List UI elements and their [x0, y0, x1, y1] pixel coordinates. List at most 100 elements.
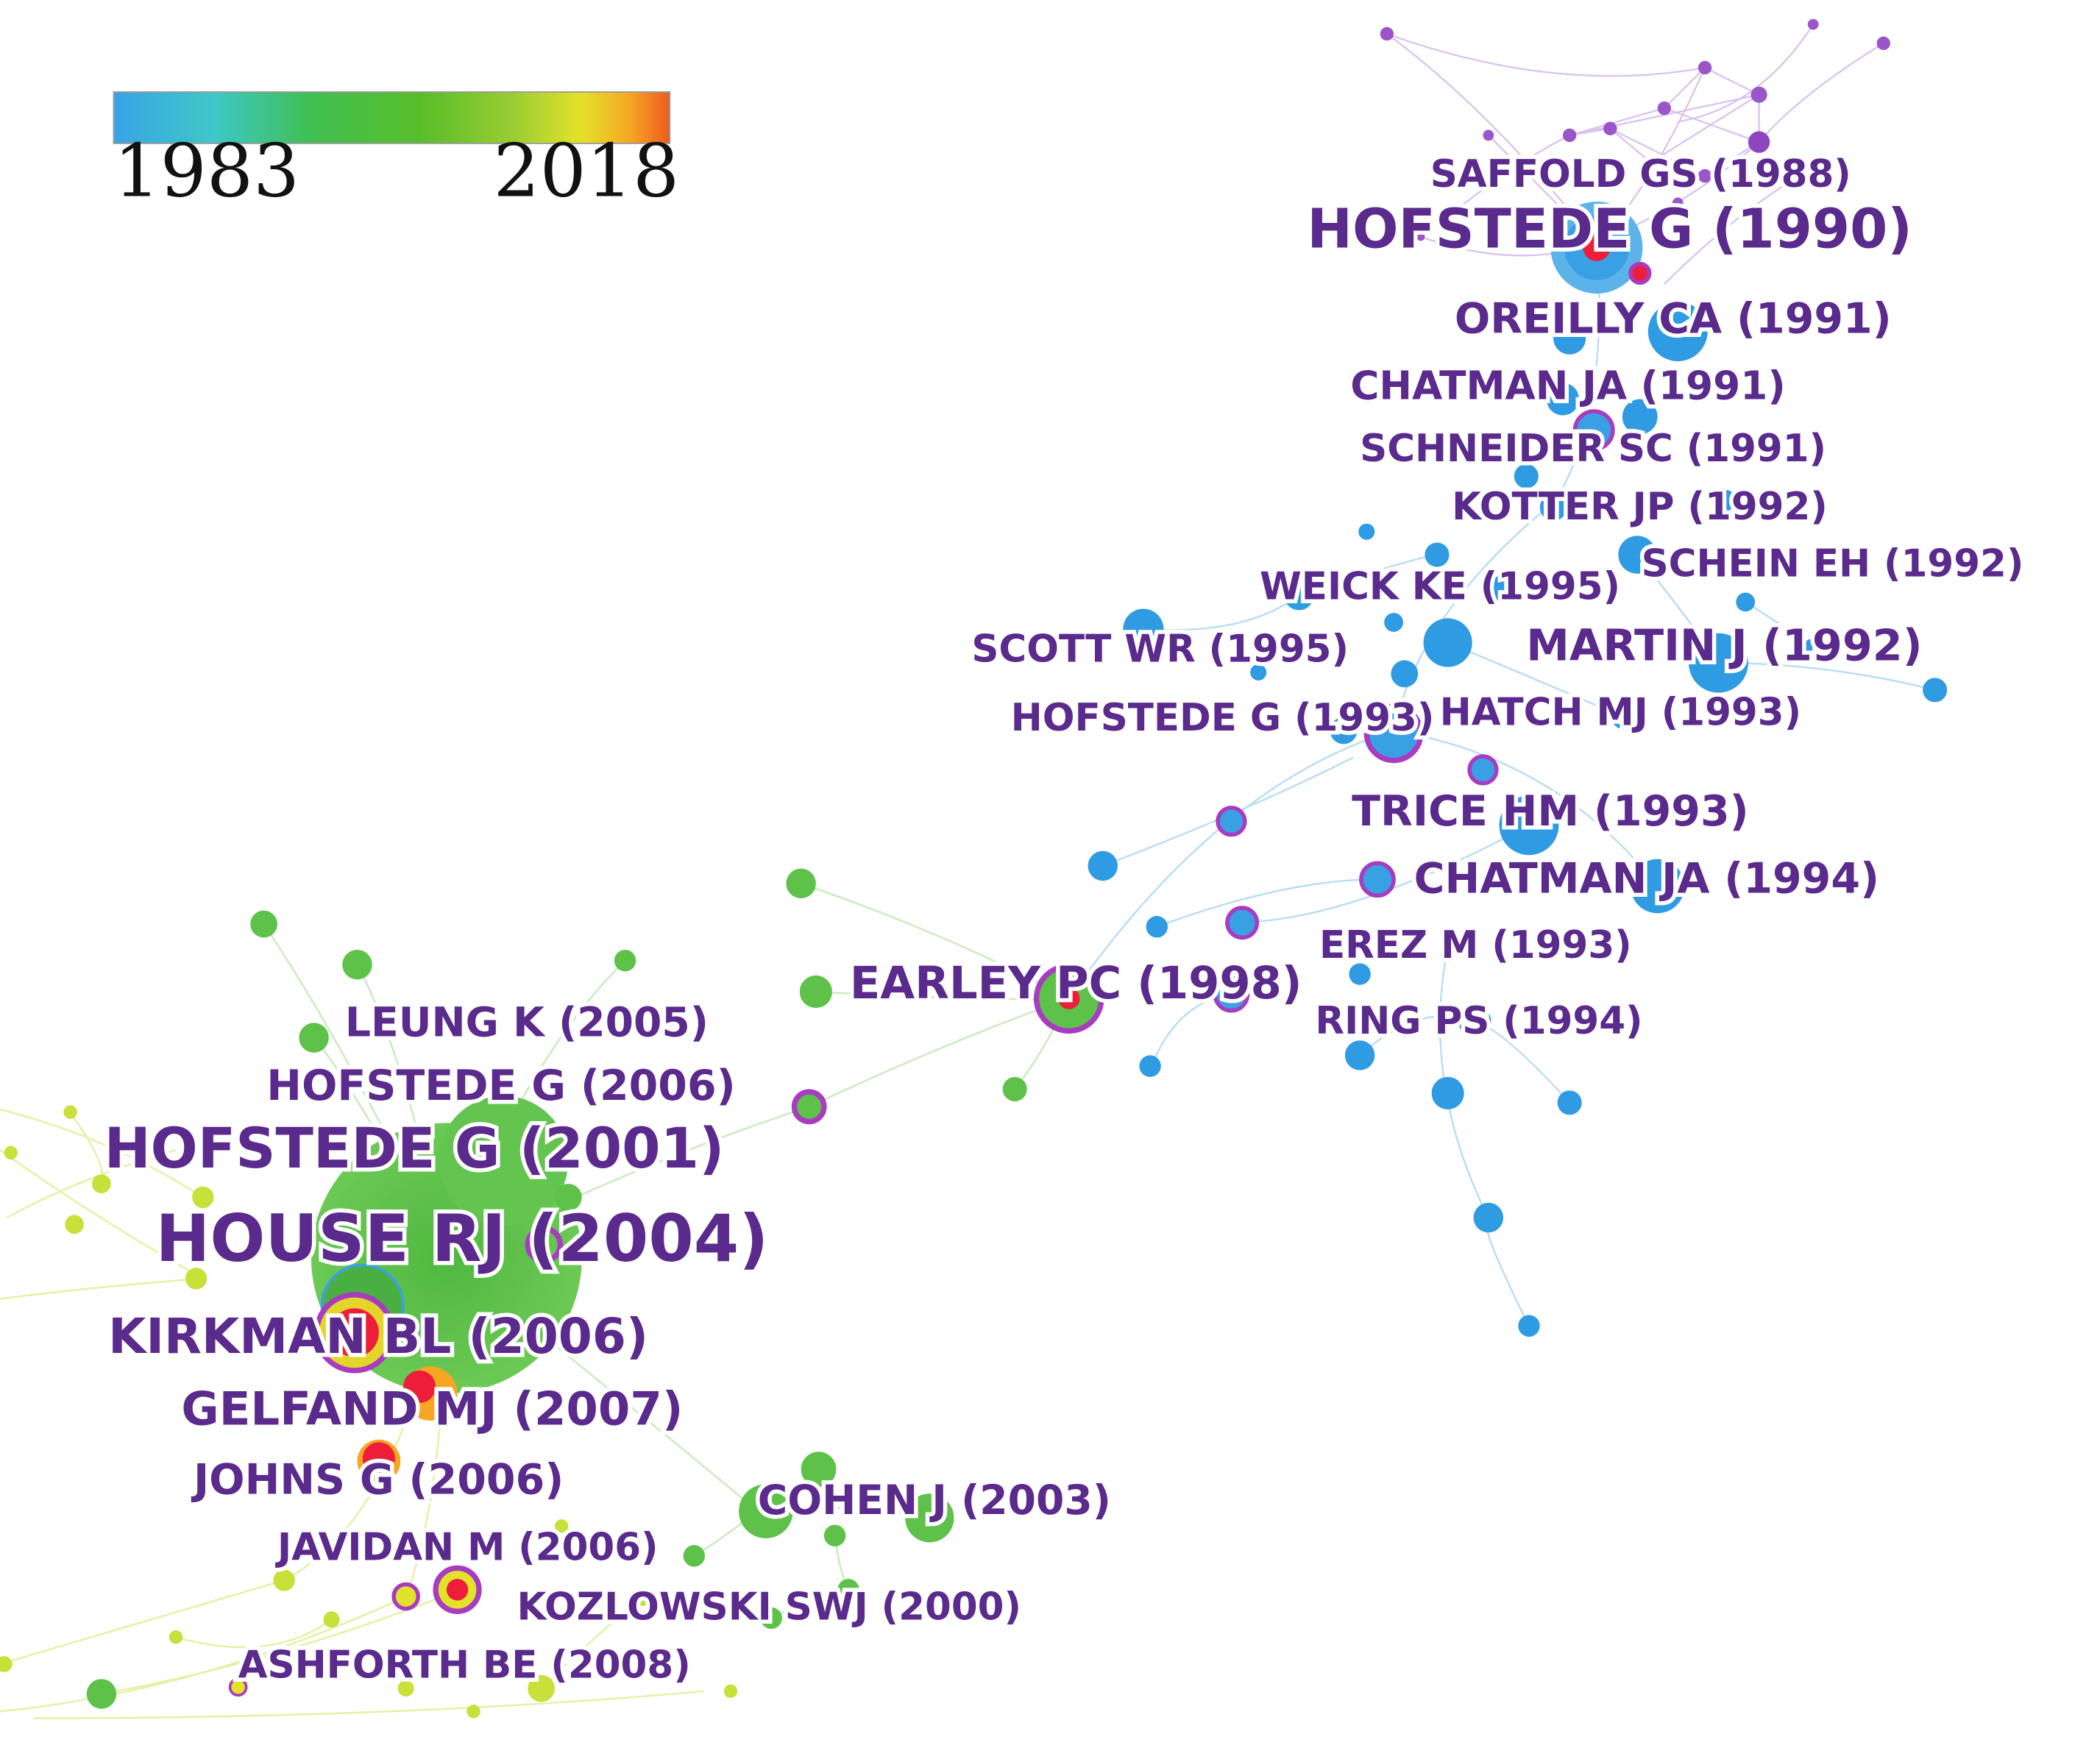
network-node[interactable] [1698, 60, 1712, 75]
label-hofstede-1993[interactable]: HOFSTEDE G (1993) [1007, 692, 1439, 745]
label-kotter-1992[interactable]: KOTTER JP (1992) [1448, 481, 1832, 533]
label-ring-1994[interactable]: RING PS (1994) [1311, 995, 1647, 1047]
network-node[interactable] [1714, 489, 1737, 512]
network-node[interactable] [1750, 86, 1767, 103]
network-node[interactable] [185, 1268, 207, 1290]
label-scott-1995[interactable]: SCOTT WR (1995) [968, 623, 1353, 675]
network-node[interactable] [1363, 703, 1424, 764]
label-javidan-2006[interactable]: JAVIDAN M (2006) [271, 1521, 662, 1574]
network-node[interactable] [391, 1582, 420, 1611]
network-node[interactable] [1807, 18, 1819, 30]
network-node[interactable] [1330, 717, 1358, 745]
network-node[interactable] [299, 1023, 329, 1053]
network-node[interactable] [633, 1587, 653, 1606]
network-node[interactable] [1698, 168, 1712, 183]
network-node[interactable] [446, 1579, 469, 1601]
network-node[interactable] [1546, 383, 1580, 416]
network-node[interactable] [799, 975, 832, 1009]
label-kozlowski-2000[interactable]: KOZLOWSKI SWJ (2000) [513, 1581, 1026, 1633]
network-node[interactable] [905, 1493, 954, 1543]
label-martin-1992[interactable]: MARTIN J (1992) [1522, 616, 1926, 675]
network-node[interactable] [1442, 210, 1453, 222]
network-node[interactable] [1467, 754, 1499, 786]
network-node[interactable] [1483, 129, 1494, 141]
network-node[interactable] [823, 1524, 846, 1546]
network-node[interactable] [250, 910, 277, 938]
network-node[interactable] [1216, 806, 1247, 837]
network-node[interactable] [1518, 1315, 1540, 1337]
network-node[interactable] [1603, 121, 1617, 135]
network-node[interactable] [801, 1452, 837, 1488]
network-node[interactable] [760, 1607, 782, 1630]
label-ashforth-2008[interactable]: ASHFORTH BE (2008) [234, 1639, 695, 1691]
label-hatch-1993[interactable]: HATCH MJ (1993) [1436, 686, 1806, 739]
network-node[interactable] [1583, 234, 1611, 261]
network-node[interactable] [1425, 542, 1450, 567]
network-node[interactable] [1657, 101, 1672, 116]
network-node[interactable] [1622, 399, 1658, 435]
network-node[interactable] [1514, 463, 1539, 488]
network-node[interactable] [323, 1611, 340, 1628]
network-node[interactable] [554, 1519, 569, 1533]
network-node[interactable] [1359, 861, 1396, 898]
network-node[interactable] [1923, 678, 1948, 703]
label-gelfand-2007[interactable]: GELFAND MJ (2007) [177, 1378, 687, 1440]
network-node[interactable] [1284, 580, 1314, 611]
label-johns-2006[interactable]: JOHNS G (2006) [186, 1452, 567, 1508]
network-node[interactable] [1611, 705, 1636, 730]
network-node[interactable] [1391, 660, 1419, 688]
label-hofstede-2006[interactable]: HOFSTEDE G (2006) [263, 1058, 739, 1115]
network-node[interactable] [192, 1186, 214, 1209]
network-node[interactable] [228, 1677, 248, 1697]
label-earley-1998[interactable]: EARLEY PC (1998) [845, 954, 1306, 1014]
label-chatman-1991[interactable]: CHATMAN JA (1991) [1347, 359, 1790, 413]
network-node[interactable] [614, 949, 636, 972]
network-node[interactable] [723, 1684, 738, 1698]
network-node[interactable] [1736, 592, 1756, 612]
label-hofstede-1990[interactable]: HOFSTEDE G (1990) [1303, 194, 1916, 265]
network-node[interactable] [438, 1095, 569, 1226]
network-node[interactable] [362, 1442, 395, 1475]
network-node[interactable] [1876, 36, 1890, 51]
label-leung-2005[interactable]: LEUNG K (2005) [341, 995, 712, 1051]
network-node[interactable] [330, 1308, 379, 1357]
label-hofstede-2001[interactable]: HOFSTEDE G (2001) [100, 1112, 728, 1185]
label-schein-1992[interactable]: SCHEIN EH (1992) [1637, 538, 2028, 590]
label-house-2004[interactable]: HOUSE RJ (2004) [152, 1196, 773, 1280]
label-schneider-1991[interactable]: SCHNEIDER SC (1991) [1356, 423, 1831, 475]
network-node[interactable] [1146, 916, 1168, 938]
network-node[interactable] [1213, 976, 1250, 1013]
network-node[interactable] [739, 1484, 793, 1538]
network-node[interactable] [1645, 157, 1656, 168]
network-node[interactable] [1058, 987, 1080, 1009]
network-node[interactable] [1002, 1076, 1027, 1101]
network-node[interactable] [1358, 523, 1375, 540]
network-node[interactable] [786, 868, 816, 899]
network-node[interactable] [1486, 576, 1512, 601]
network-node[interactable] [65, 1215, 85, 1234]
network-node[interactable] [1562, 128, 1577, 143]
network-node[interactable] [1539, 494, 1567, 522]
network-node[interactable] [1647, 302, 1708, 362]
network-node[interactable] [525, 1226, 563, 1264]
network-node[interactable] [1250, 664, 1267, 681]
network-node[interactable] [1139, 1055, 1161, 1077]
label-cohen-2003[interactable]: COHEN J (2003) [753, 1473, 1115, 1528]
network-node[interactable] [1572, 409, 1615, 452]
network-node[interactable] [1553, 321, 1586, 355]
label-weick-1995[interactable]: WEICK KE (1995) [1256, 561, 1625, 613]
network-node[interactable] [1473, 1202, 1504, 1233]
network-node[interactable] [1672, 197, 1684, 209]
network-node[interactable] [791, 1089, 827, 1125]
network-node[interactable] [397, 1680, 414, 1697]
network-node[interactable] [1384, 613, 1403, 632]
network-node[interactable] [273, 1569, 295, 1591]
network-node[interactable] [169, 1630, 183, 1644]
network-node[interactable] [1380, 26, 1394, 41]
network-node[interactable] [1344, 1040, 1375, 1070]
network-node[interactable] [1431, 1076, 1464, 1109]
network-node[interactable] [1088, 850, 1118, 881]
label-trice-1993[interactable]: TRICE HM (1993) [1348, 783, 1753, 839]
network-node[interactable] [86, 1679, 117, 1709]
network-node[interactable] [554, 1184, 582, 1211]
